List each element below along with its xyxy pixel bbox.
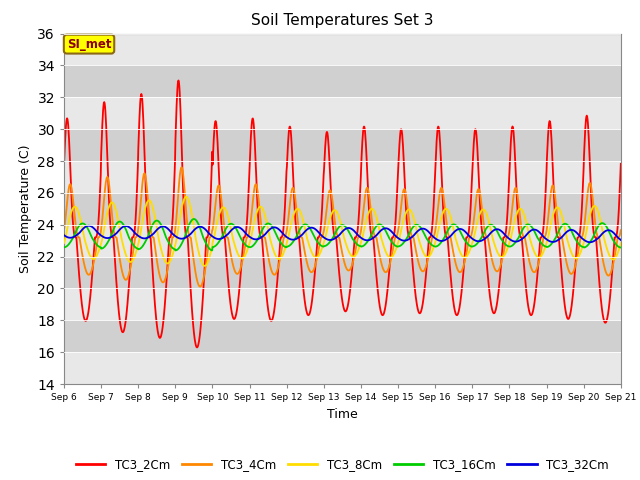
Bar bbox=[64, 65, 621, 97]
Bar bbox=[64, 225, 621, 257]
Bar bbox=[64, 320, 621, 352]
Bar bbox=[64, 34, 621, 65]
Bar bbox=[64, 97, 621, 129]
Bar bbox=[64, 193, 621, 225]
Title: Soil Temperatures Set 3: Soil Temperatures Set 3 bbox=[251, 13, 434, 28]
X-axis label: Time: Time bbox=[327, 408, 358, 420]
Text: SI_met: SI_met bbox=[67, 37, 111, 50]
Bar bbox=[64, 288, 621, 320]
Bar bbox=[64, 352, 621, 384]
Legend: TC3_2Cm, TC3_4Cm, TC3_8Cm, TC3_16Cm, TC3_32Cm: TC3_2Cm, TC3_4Cm, TC3_8Cm, TC3_16Cm, TC3… bbox=[71, 454, 614, 476]
Y-axis label: Soil Temperature (C): Soil Temperature (C) bbox=[19, 144, 31, 273]
Bar bbox=[64, 161, 621, 193]
Bar bbox=[64, 257, 621, 288]
Bar bbox=[64, 129, 621, 161]
